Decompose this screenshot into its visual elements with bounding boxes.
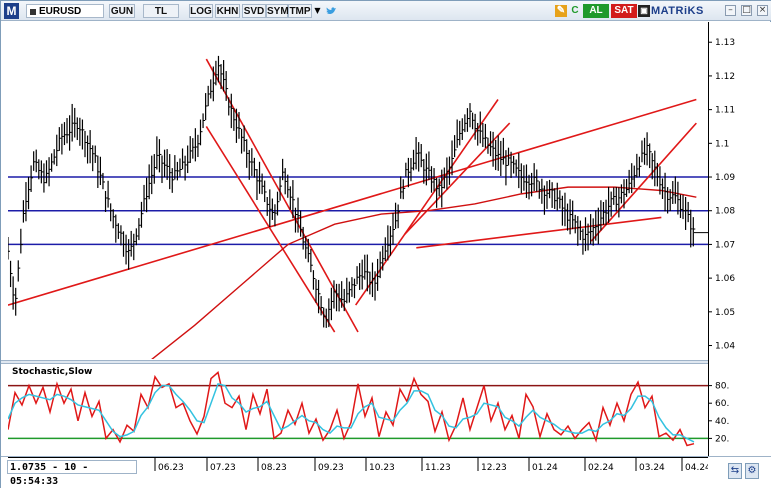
price-axis[interactable]: 1.04 1.05 1.06 1.07 1.08 1.09 1.1 1.11 1.12 1.13 2… — [708, 22, 771, 456]
trend-line-6 — [590, 122, 697, 242]
osc-tick-label: 80. — [715, 382, 729, 392]
price-chart[interactable] — [8, 22, 708, 359]
time-tick-label: 10.23 — [369, 463, 395, 473]
time-tick-label: 02.24 — [588, 463, 614, 473]
stochastic-k-line — [8, 371, 695, 447]
time-tick-label: 04.24 — [685, 463, 708, 473]
osc-tick-label: 60. — [715, 399, 729, 409]
time-tick-label: 06.23 — [158, 463, 184, 473]
time-tick-label: 08.23 — [261, 463, 287, 473]
oscillator-title: Stochastic,Slow — [12, 367, 92, 377]
toolbar: M EURUSD GUN TL LOG KHN SVD SYM TMP ▼ ✎ … — [1, 1, 771, 21]
price-tick-label: 1.05 — [715, 308, 735, 318]
moving-average-line — [151, 186, 697, 359]
maximize-icon[interactable]: □ — [741, 5, 752, 16]
refresh-icon[interactable]: C — [571, 5, 579, 16]
buy-button[interactable]: AL — [583, 4, 609, 18]
symbol-icon — [30, 9, 36, 15]
trend-line-4 — [404, 122, 511, 235]
time-tick-label: 11.23 — [425, 463, 451, 473]
time-tick-label: 03.24 — [639, 463, 665, 473]
edit-icon[interactable]: ✎ — [555, 5, 567, 17]
bottom-bar: 06.23 07.23 08.23 09.23 10.23 11.23 12.23 01.24… — [1, 456, 771, 488]
sym-button[interactable]: SYM — [266, 4, 289, 18]
time-tick-label: 12.23 — [481, 463, 507, 473]
currency-button[interactable]: TL — [143, 4, 179, 18]
price-tick-label: 1.04 — [715, 342, 735, 352]
trend-line-3 — [355, 99, 499, 306]
order-icon[interactable]: ▣ — [638, 5, 650, 17]
time-tick-label: 07.23 — [210, 463, 236, 473]
symbol-field[interactable]: EURUSD — [26, 4, 104, 18]
close-icon[interactable]: × — [757, 5, 768, 16]
price-tick-label: 1.06 — [715, 274, 735, 284]
time-tick-label: 09.23 — [318, 463, 344, 473]
twitter-bird-icon[interactable] — [325, 5, 337, 17]
osc-tick-label: 20. — [715, 434, 729, 444]
cursor-readout: 1.0735 - 10 - 05:54:33 — [7, 460, 137, 487]
trend-line-5 — [416, 216, 662, 249]
price-tick-label: 1.09 — [715, 173, 735, 183]
symbol-label: EURUSD — [39, 6, 82, 17]
trend-line-2 — [205, 126, 336, 333]
sell-button[interactable]: SAT — [611, 4, 637, 18]
stochastic-chart[interactable]: Stochastic,Slow — [8, 364, 708, 456]
trend-line-0 — [8, 98, 697, 306]
app-logo[interactable]: M — [4, 3, 19, 19]
svd-button[interactable]: SVD — [242, 4, 266, 18]
log-scale-button[interactable]: LOG — [189, 4, 213, 18]
settings-icon[interactable]: ⚙ — [745, 463, 759, 479]
price-tick-label: 1.1 — [715, 139, 729, 149]
period-day-button[interactable]: GUN — [109, 4, 135, 18]
khn-button[interactable]: KHN — [215, 4, 240, 18]
osc-tick-label: 40. — [715, 417, 729, 427]
price-tick-label: 1.08 — [715, 207, 735, 217]
time-tick-label: 01.24 — [532, 463, 558, 473]
price-tick-label: 1.11 — [715, 106, 735, 116]
minimize-icon[interactable]: – — [725, 5, 736, 16]
template-dropdown-icon[interactable]: ▼ — [314, 6, 321, 15]
sync-icon[interactable]: ⇆ — [728, 463, 742, 479]
price-tick-label: 1.13 — [715, 38, 735, 48]
price-tick-label: 1.12 — [715, 72, 735, 82]
pane-separator[interactable] — [1, 360, 771, 364]
brand-label: MATRiKS — [651, 5, 704, 17]
price-bars — [8, 55, 696, 328]
price-tick-label: 1.07 — [715, 240, 735, 250]
stochastic-d-line — [8, 382, 695, 443]
template-button[interactable]: TMP — [288, 4, 312, 18]
time-axis[interactable]: 06.23 07.23 08.23 09.23 10.23 11.23 12.23 01.24… — [8, 457, 708, 475]
